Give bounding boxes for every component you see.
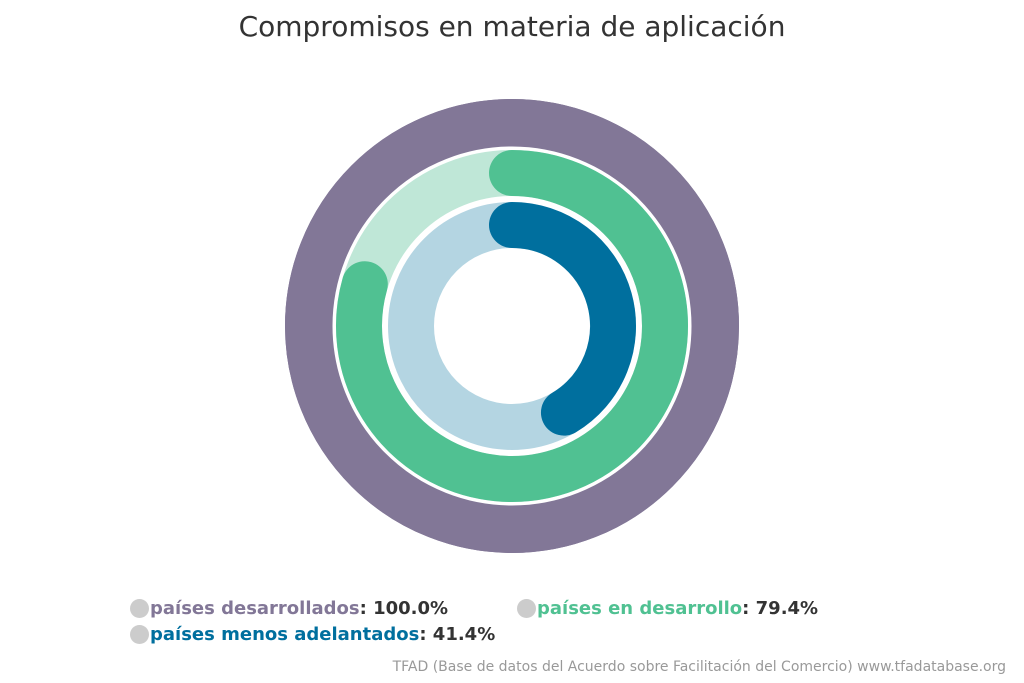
ring-bar-paises-en-desarrollo[interactable] (336, 150, 688, 502)
legend-series-value: 100.0% (373, 598, 449, 619)
legend-item-paises-desarrollados[interactable]: países desarrollados: 100.0% (130, 598, 448, 619)
legend-series-value: 41.4% (432, 624, 496, 645)
legend-item-paises-en-desarrollo[interactable]: países en desarrollo: 79.4% (517, 598, 818, 619)
legend-dot-icon (130, 625, 149, 644)
ring-bar-paises-menos-adelantados[interactable] (489, 202, 636, 436)
legend-separator: : (419, 624, 433, 645)
ring-separator (332, 146, 692, 506)
ring-bar-paises-desarrollados[interactable] (285, 99, 739, 553)
legend-dot-icon (517, 599, 536, 618)
legend-dot-icon (130, 599, 149, 618)
legend-separator: : (359, 598, 374, 619)
legend-item-paises-menos-adelantados[interactable]: países menos adelantados: 41.4% (130, 624, 495, 645)
chart-title: Compromisos en materia de aplicación (238, 10, 786, 43)
legend-series-name: países desarrollados (150, 598, 360, 619)
legend-series-value: 79.4% (755, 598, 819, 619)
legend-separator: : (742, 598, 756, 619)
source-credit[interactable]: TFAD (Base de datos del Acuerdo sobre Fa… (392, 659, 1006, 675)
legend-series-name: países menos adelantados (150, 624, 420, 645)
legend-series-name: países en desarrollo (537, 598, 743, 619)
ring-separator (383, 197, 641, 455)
